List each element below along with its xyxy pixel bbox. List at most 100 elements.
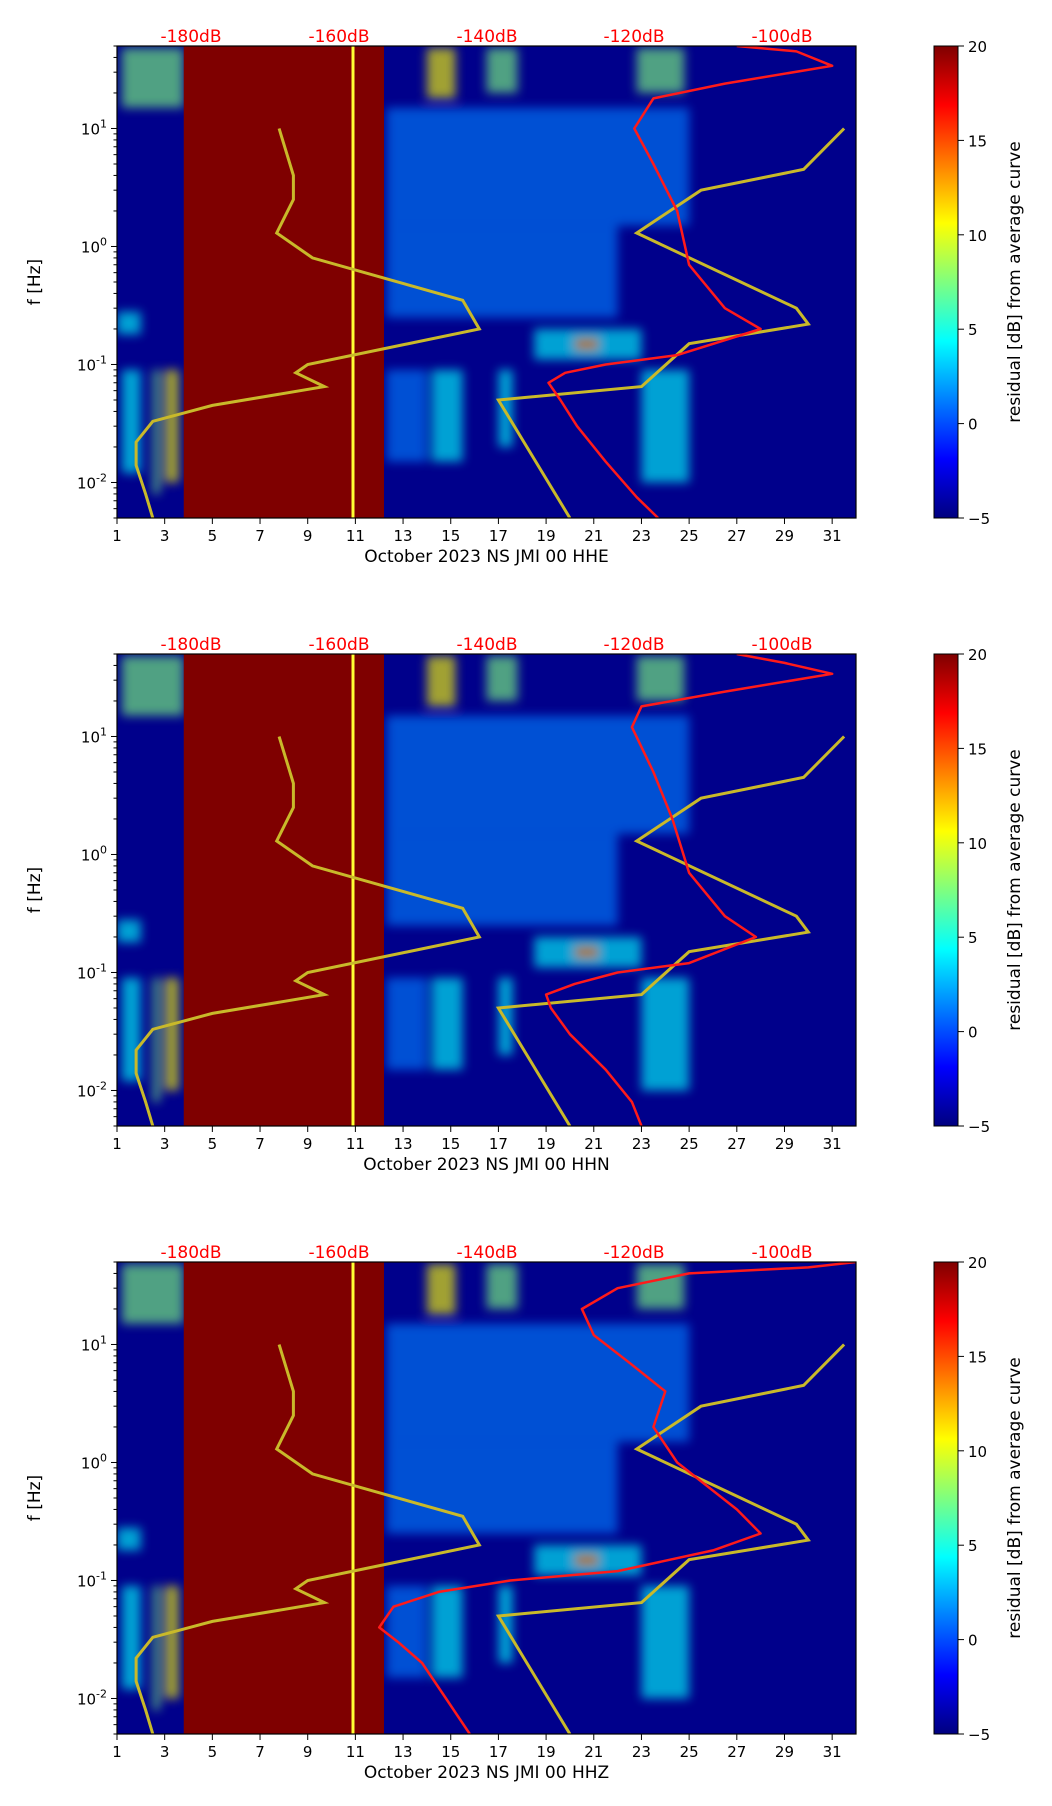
x-tick-label: 7	[255, 1135, 265, 1153]
colorbar-tick-label: 10	[968, 227, 987, 245]
percentile-curve	[544, 654, 834, 1126]
x-tick-label: 5	[208, 1135, 218, 1153]
x-tick-label: 25	[680, 527, 699, 545]
colorbar	[933, 653, 959, 1127]
x-tick-label: 21	[584, 1743, 603, 1761]
saturated-block	[183, 654, 384, 1126]
colorbar-tick-label: 10	[968, 835, 987, 853]
colorbar-tick-label: 15	[968, 1348, 987, 1366]
colorbar-tick-label: 0	[968, 416, 978, 434]
x-tick-label: 27	[727, 1135, 746, 1153]
x-tick-label: 17	[489, 1135, 508, 1153]
x-tick-label: 27	[727, 527, 746, 545]
x-tick-label: 7	[255, 527, 265, 545]
db-reference-label: -120dB	[603, 1243, 664, 1263]
x-tick-label: 31	[823, 1743, 842, 1761]
colorbar-label: residual [dB] from average curve	[1005, 749, 1025, 1030]
x-tick-label: 9	[303, 527, 313, 545]
x-tick-label: 15	[441, 1135, 460, 1153]
x-tick-label: 17	[489, 1743, 508, 1761]
db-reference-label: -100dB	[751, 635, 812, 655]
x-tick-label: 23	[632, 1743, 651, 1761]
spectrogram-texture	[117, 48, 690, 494]
colorbar-tick-label: 20	[968, 38, 987, 56]
x-tick-label: 15	[441, 1743, 460, 1761]
x-tick-label: 23	[632, 1135, 651, 1153]
y-tick-label: 10-2	[77, 1687, 107, 1708]
y-tick-label: 10-1	[77, 1569, 107, 1590]
db-reference-label: -100dB	[751, 27, 812, 47]
x-tick-label: 11	[346, 527, 365, 545]
x-tick-label: 9	[303, 1743, 313, 1761]
db-reference-label: -160dB	[308, 635, 369, 655]
y-tick-label: 10-1	[77, 961, 107, 982]
db-reference-label: -140dB	[456, 1243, 517, 1263]
x-tick-label: 19	[537, 1743, 556, 1761]
x-tick-label: 13	[394, 1135, 413, 1153]
db-reference-label: -160dB	[308, 1243, 369, 1263]
colorbar-tick-label: −5	[968, 1726, 990, 1744]
x-tick-label: 29	[775, 527, 794, 545]
x-tick-label: 5	[208, 1743, 218, 1761]
x-tick-label: 25	[680, 1135, 699, 1153]
colorbar-tick-label: 10	[968, 1443, 987, 1461]
y-tick-label: 100	[81, 235, 107, 256]
colorbar-tick-label: −5	[968, 510, 990, 528]
x-tick-label: 23	[632, 527, 651, 545]
colorbar-tick-label: −5	[968, 1118, 990, 1136]
colorbar	[933, 1261, 959, 1735]
x-tick-label: 29	[775, 1743, 794, 1761]
y-tick-label: 100	[81, 843, 107, 864]
x-tick-label: 11	[346, 1135, 365, 1153]
db-reference-label: -180dB	[160, 1243, 221, 1263]
colorbar-tick-label: 0	[968, 1024, 978, 1042]
x-tick-label: 1	[112, 1743, 122, 1761]
colorbar	[933, 45, 959, 519]
y-tick-label: 10-1	[77, 353, 107, 374]
y-tick-label: 10-2	[77, 471, 107, 492]
x-tick-label: 13	[394, 1743, 413, 1761]
colorbar-tick-label: 5	[968, 929, 978, 947]
noise-model-low-curve	[134, 128, 482, 518]
colorbar-tick-label: 5	[968, 1537, 978, 1555]
spectrogram-texture	[117, 1264, 690, 1710]
x-tick-label: 19	[537, 1135, 556, 1153]
noise-model-high-curve	[495, 735, 846, 1126]
spectrogram-texture	[117, 656, 690, 1102]
x-tick-label: 11	[346, 1743, 365, 1761]
x-axis-label: October 2023 NS JMI 00 HHZ	[364, 1763, 609, 1783]
y-tick-label: 10-2	[77, 1079, 107, 1100]
db-reference-label: -120dB	[603, 635, 664, 655]
x-tick-label: 7	[255, 1743, 265, 1761]
y-tick-label: 100	[81, 1451, 107, 1472]
x-tick-label: 21	[584, 1135, 603, 1153]
noise-model-low-curve	[134, 1344, 482, 1734]
y-axis-label: f [Hz]	[25, 259, 45, 305]
percentile-curve	[547, 46, 834, 518]
x-tick-label: 31	[823, 1135, 842, 1153]
x-axis-label: October 2023 NS JMI 00 HHN	[363, 1155, 609, 1175]
y-axis-label: f [Hz]	[25, 1475, 45, 1521]
y-tick-label: 101	[81, 1333, 107, 1354]
x-tick-label: 25	[680, 1743, 699, 1761]
colorbar-label: residual [dB] from average curve	[1005, 141, 1025, 422]
colorbar-label: residual [dB] from average curve	[1005, 1357, 1025, 1638]
saturated-block	[183, 46, 384, 518]
db-reference-label: -140dB	[456, 27, 517, 47]
db-reference-label: -180dB	[160, 635, 221, 655]
y-tick-label: 101	[81, 117, 107, 138]
x-tick-label: 19	[537, 527, 556, 545]
db-reference-label: -120dB	[603, 27, 664, 47]
x-tick-label: 3	[160, 527, 170, 545]
saturated-block	[183, 1262, 384, 1734]
colorbar-tick-label: 15	[968, 132, 987, 150]
x-tick-label: 1	[112, 1135, 122, 1153]
spectrogram-area	[117, 1262, 856, 1734]
x-tick-label: 3	[160, 1135, 170, 1153]
noise-model-low-curve	[134, 736, 482, 1126]
y-axis-label: f [Hz]	[25, 867, 45, 913]
